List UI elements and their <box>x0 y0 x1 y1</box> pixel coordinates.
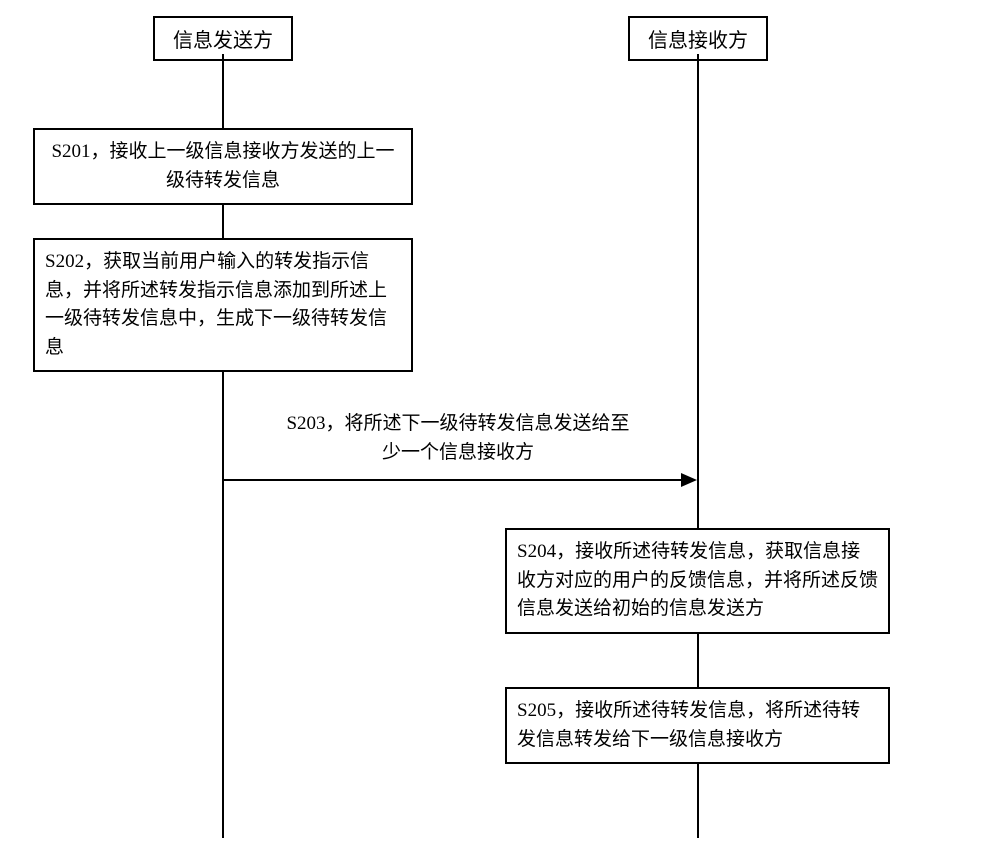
step-s205: S205，接收所述待转发信息，将所述待转发信息转发给下一级信息接收方 <box>505 687 890 764</box>
step-s203-label-line1: S203，将所述下一级待转发信息发送给至 <box>286 413 629 434</box>
step-s203-arrow-line <box>224 479 684 481</box>
step-s202: S202，获取当前用户输入的转发指示信息，并将所述转发指示信息添加到所述上一级待… <box>33 238 413 372</box>
step-s201-text: S201，接收上一级信息接收方发送的上一级待转发信息 <box>51 141 394 191</box>
actor-sender-label: 信息发送方 <box>173 30 273 52</box>
step-s202-text: S202，获取当前用户输入的转发指示信息，并将所述转发指示信息添加到所述上一级待… <box>45 251 387 358</box>
step-s203-label-line2: 少一个信息接收方 <box>382 442 534 463</box>
actor-receiver-label: 信息接收方 <box>648 30 748 52</box>
step-s204: S204，接收所述待转发信息，获取信息接收方对应的用户的反馈信息，并将所述反馈信… <box>505 528 890 634</box>
step-s204-text: S204，接收所述待转发信息，获取信息接收方对应的用户的反馈信息，并将所述反馈信… <box>517 541 878 619</box>
step-s203-arrow-head <box>681 473 697 487</box>
step-s203-label: S203，将所述下一级待转发信息发送给至 少一个信息接收方 <box>248 410 668 467</box>
step-s205-text: S205，接收所述待转发信息，将所述待转发信息转发给下一级信息接收方 <box>517 700 860 750</box>
step-s201: S201，接收上一级信息接收方发送的上一级待转发信息 <box>33 128 413 205</box>
